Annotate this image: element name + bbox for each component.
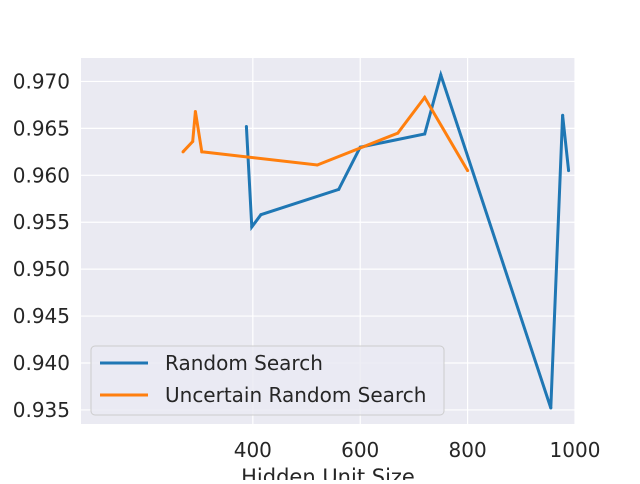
data-point <box>191 140 195 144</box>
data-point <box>396 131 400 135</box>
legend-label-uncertain-random-search: Uncertain Random Search <box>165 383 426 407</box>
grid-layer <box>81 58 576 424</box>
series-line-random-search <box>244 69 571 409</box>
data-point <box>439 73 443 77</box>
data-point <box>193 109 197 113</box>
legend-box <box>90 345 445 416</box>
x-tick-label: 1000 <box>550 438 601 462</box>
data-point <box>181 150 185 154</box>
data-point <box>337 187 341 191</box>
data-point <box>200 150 204 154</box>
y-tick-label: 0.940 <box>13 351 70 375</box>
data-point <box>466 169 470 173</box>
data-point <box>567 169 571 173</box>
data-point <box>423 95 427 99</box>
y-tick-label: 0.965 <box>13 116 70 140</box>
series-line-uncertain-random-search <box>181 94 469 172</box>
x-tick-label: 400 <box>234 438 272 462</box>
y-tick-label: 0.945 <box>13 304 70 328</box>
x-tick-label: 800 <box>449 438 487 462</box>
data-point <box>549 406 553 410</box>
y-tick-label: 0.970 <box>13 69 70 93</box>
y-tick-label: 0.950 <box>13 257 70 281</box>
data-point <box>244 125 248 129</box>
data-point <box>561 113 565 117</box>
data-point <box>259 213 263 217</box>
tick-label-layer: 400 600 800 1000 0.935 0.940 0.945 0.950 0.955 0.… <box>13 69 601 462</box>
y-tick-label: 0.955 <box>13 210 70 234</box>
series-layer <box>181 69 571 410</box>
data-point <box>250 225 254 229</box>
legend-label-random-search: Random Search <box>165 351 323 375</box>
legend: Random Search Uncertain Random Search <box>90 345 445 416</box>
y-tick-label: 0.960 <box>13 163 70 187</box>
x-tick-label: 600 <box>341 438 379 462</box>
data-point <box>315 163 319 167</box>
x-axis-label: Hidden Unit Size <box>241 465 415 480</box>
data-point <box>423 132 427 136</box>
y-tick-label: 0.935 <box>13 398 70 422</box>
